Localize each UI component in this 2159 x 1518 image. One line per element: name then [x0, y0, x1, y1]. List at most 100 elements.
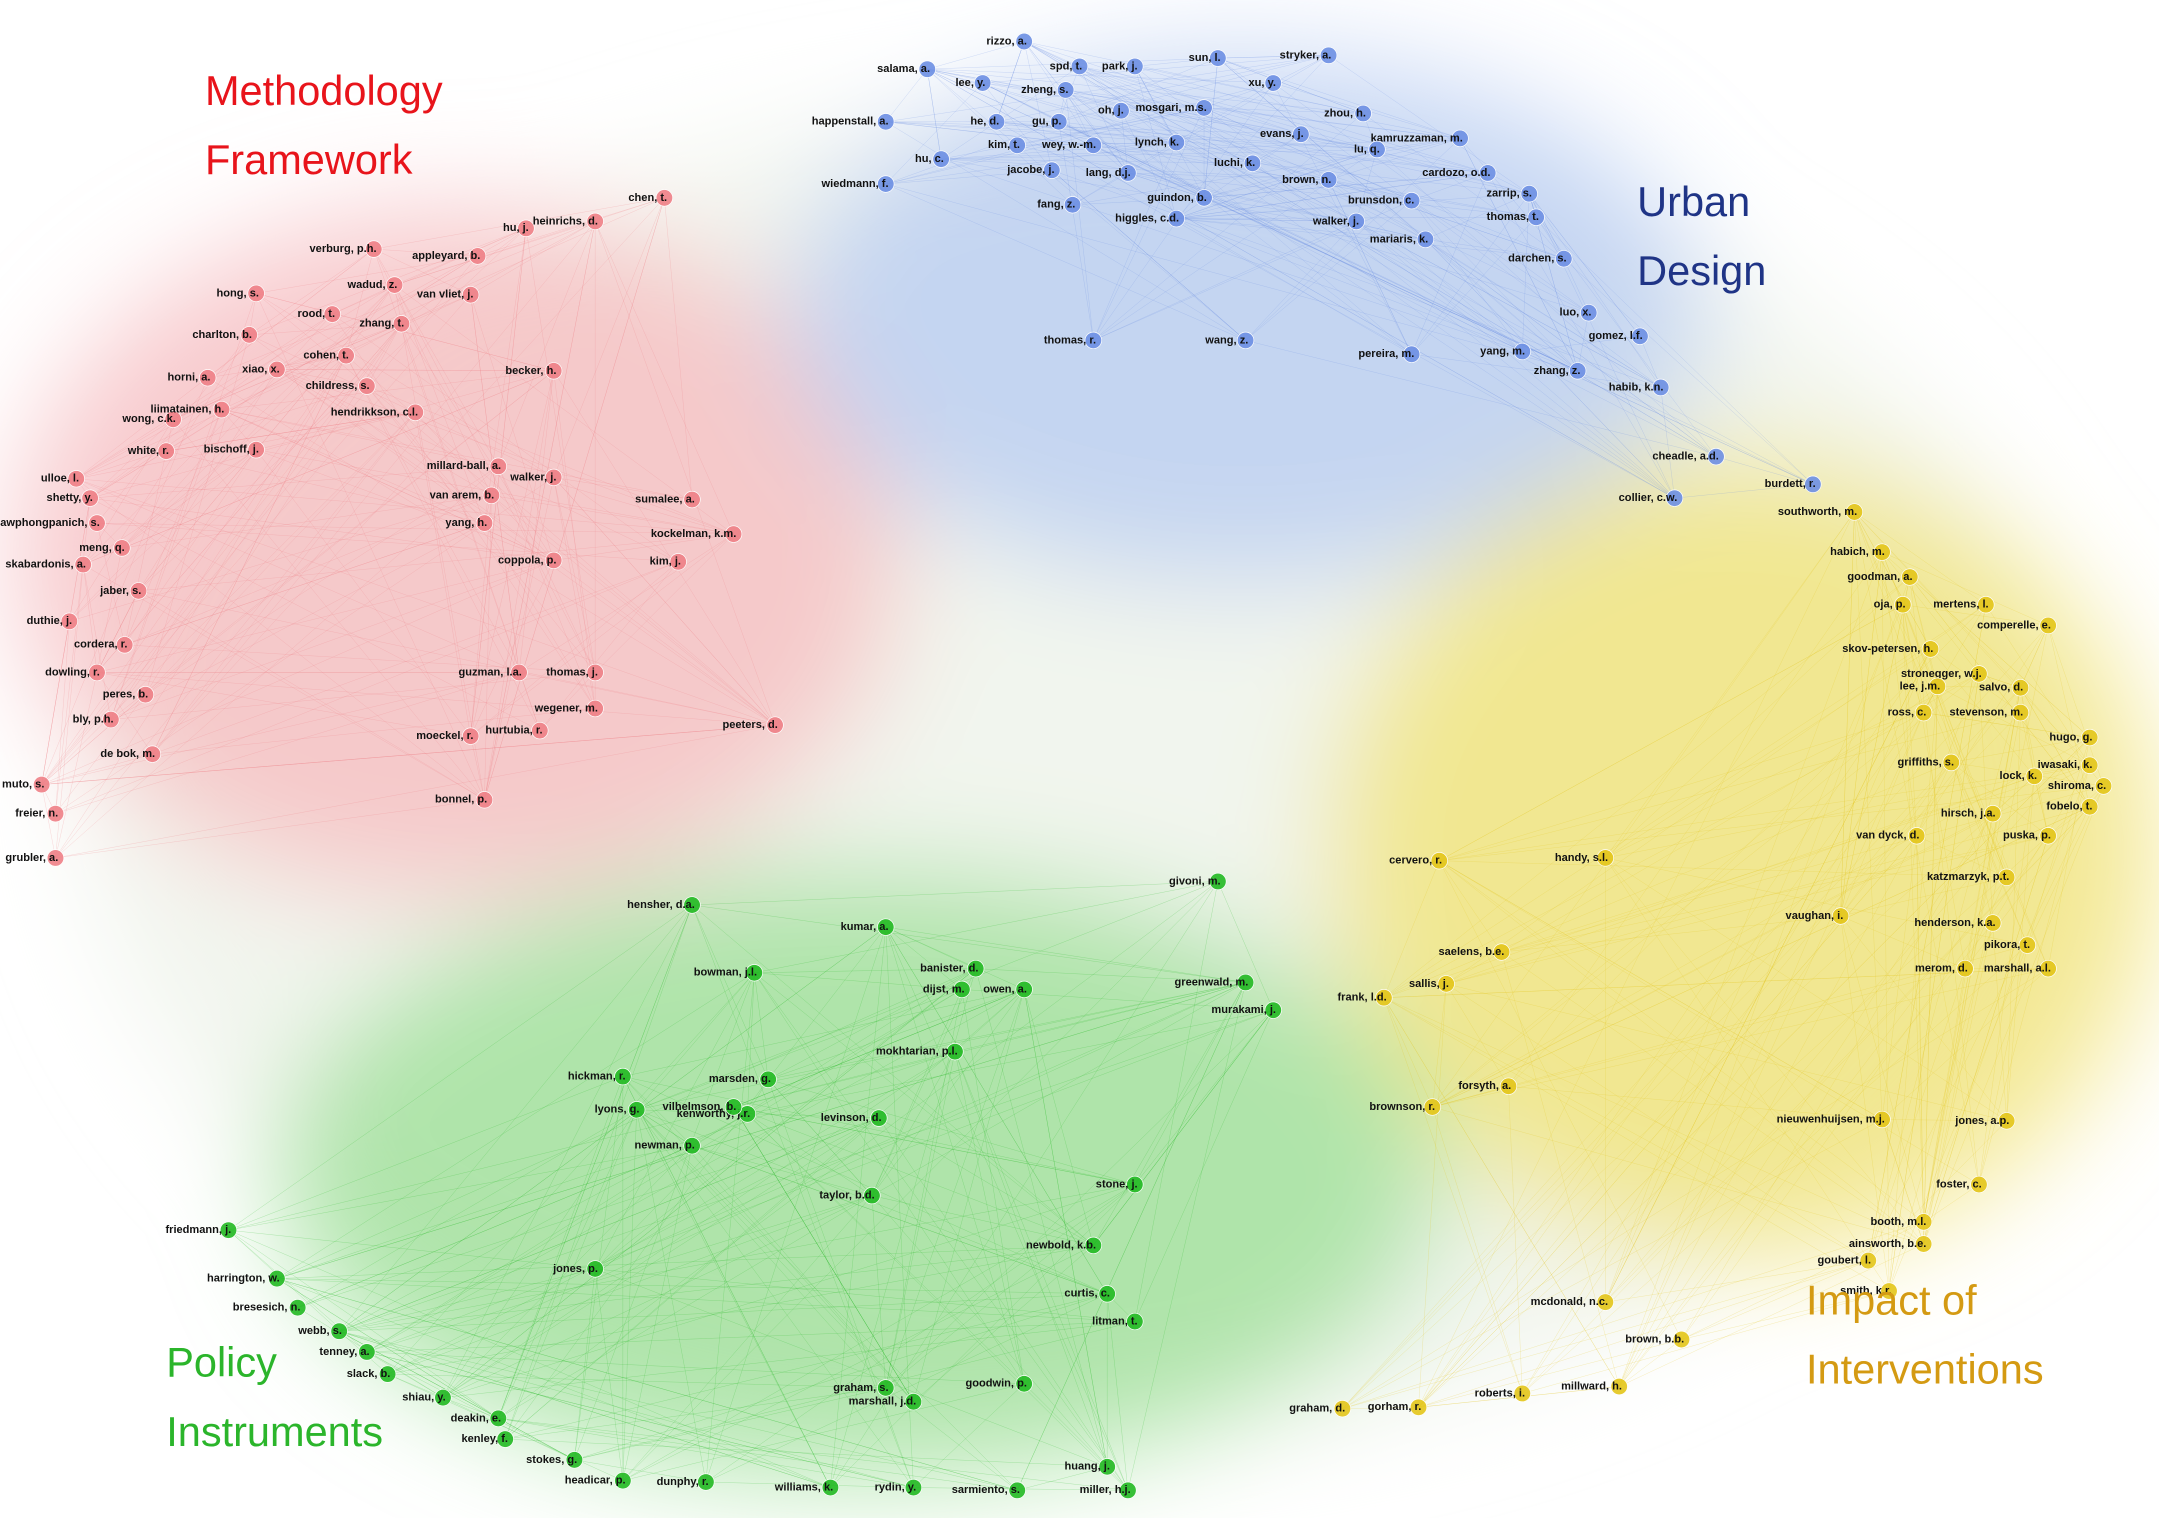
edge	[1439, 860, 1924, 1223]
edge	[249, 323, 402, 336]
edge	[1916, 835, 1924, 1245]
node-label: zhang, t.	[359, 318, 404, 330]
edge	[2034, 776, 2049, 836]
edge	[1501, 765, 2090, 953]
node-label: lynch, k.	[1135, 136, 1179, 148]
edge	[885, 169, 1052, 185]
edge	[505, 989, 1025, 1440]
edge	[1093, 107, 1205, 341]
node-label: jones, a.p.	[1954, 1115, 2009, 1127]
edge	[1024, 41, 1301, 135]
edge	[885, 927, 1129, 1491]
edge	[691, 1145, 914, 1402]
edge	[394, 228, 527, 286]
node-dot	[1098, 1458, 1116, 1476]
node: sumalee, a.	[635, 490, 701, 509]
edge	[885, 82, 1274, 185]
node: hickman, r.	[568, 1067, 632, 1086]
edge	[276, 369, 492, 496]
node-label: goodwin, p.	[965, 1378, 1026, 1390]
edge	[339, 1330, 914, 1488]
edge	[1204, 107, 1461, 139]
edge	[1342, 1407, 1419, 1409]
edge	[1529, 193, 1565, 259]
node-dot	[482, 486, 501, 505]
node: kim, t.	[988, 136, 1026, 154]
edge	[1058, 57, 1218, 122]
node-label: iwasaki, k.	[2038, 759, 2093, 771]
edge	[276, 1278, 1018, 1491]
edge	[1383, 997, 1620, 1387]
node-dot	[1956, 959, 1974, 978]
edge	[1418, 762, 1952, 1408]
edge	[89, 409, 222, 499]
edge	[927, 69, 1246, 341]
node-dot	[932, 150, 950, 168]
edge	[69, 495, 492, 622]
node-label: cordera, r.	[74, 639, 128, 651]
edge	[339, 1331, 575, 1461]
edge	[1446, 983, 1509, 1087]
edge	[339, 926, 886, 1332]
edge	[1376, 149, 1717, 457]
node: he, d.	[970, 113, 1006, 131]
node-label: saelens, b.e.	[1439, 946, 1505, 958]
edge	[733, 1106, 1135, 1185]
edge	[401, 228, 527, 324]
edge	[276, 355, 347, 370]
node: freier, n.	[15, 805, 65, 823]
edge	[692, 904, 1246, 983]
node-label: ross, c.	[1888, 707, 1927, 719]
edge	[1079, 66, 1564, 259]
edge	[1024, 41, 1661, 388]
node-label: childress, s.	[306, 380, 370, 392]
edge	[1245, 200, 1412, 341]
edge	[339, 1245, 1094, 1332]
edge	[754, 972, 1094, 1246]
edge	[276, 1278, 1108, 1295]
edge	[505, 1079, 769, 1440]
edge	[691, 904, 914, 1488]
edge	[1383, 997, 1924, 1245]
edge	[768, 968, 976, 1080]
node: bonnel, p.	[435, 791, 494, 809]
node-label: rood, t.	[298, 308, 335, 320]
node-dot	[1195, 99, 1213, 117]
node: gorham, r.	[1368, 1398, 1428, 1416]
edge	[691, 1145, 1108, 1295]
edge	[1881, 552, 1890, 1292]
node-dot	[358, 377, 376, 395]
node-label: verburg, p.h.	[310, 243, 377, 255]
edge	[442, 1109, 637, 1398]
node-label: bowman, j.l.	[694, 967, 757, 979]
edge	[1446, 806, 2090, 985]
node: puska, p.	[2003, 827, 2057, 845]
edge	[1681, 1260, 1869, 1340]
node-dot	[67, 470, 85, 488]
node-label: smith, k.r.	[1840, 1285, 1892, 1297]
node: givoni, m.	[1169, 872, 1227, 891]
edge	[1176, 218, 1357, 222]
edge	[754, 968, 976, 974]
edge	[1093, 1010, 1274, 1246]
node-dot	[669, 553, 687, 571]
node-dot	[1008, 1481, 1026, 1499]
edge	[1411, 200, 1589, 313]
node-dot	[1084, 331, 1102, 350]
node: rood, t.	[298, 305, 341, 323]
edge	[2027, 737, 2090, 946]
cluster-title: Design	[1637, 247, 1766, 294]
node-label: vilhelmson, b.	[663, 1101, 737, 1113]
edge	[256, 293, 554, 372]
edge	[636, 1109, 693, 1146]
edge	[1923, 968, 1966, 1222]
node: iwasaki, k.	[2038, 756, 2099, 774]
edge	[830, 881, 1219, 1488]
edge	[518, 370, 554, 673]
edge	[121, 313, 333, 549]
node-label: oja, p.	[1874, 599, 1906, 611]
edge	[470, 370, 554, 737]
edge	[1605, 673, 1980, 859]
edge	[1882, 1119, 2007, 1122]
node-dot	[1057, 81, 1075, 99]
